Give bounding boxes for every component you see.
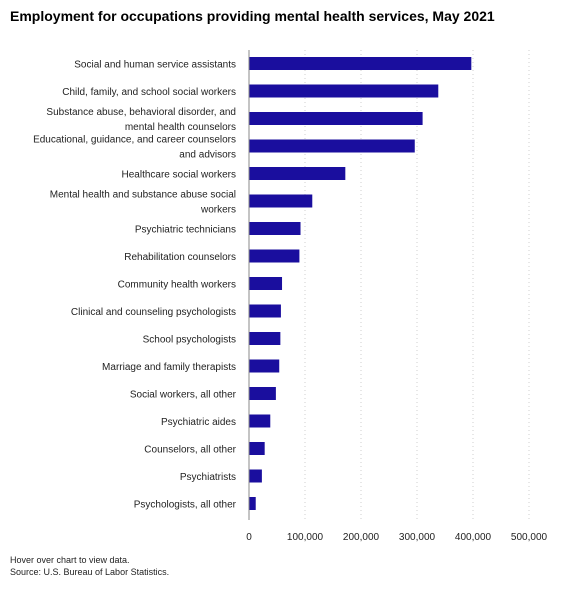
category-label: Social and human service assistants — [74, 60, 236, 71]
x-tick-label: 200,000 — [343, 532, 380, 543]
bar[interactable] — [249, 414, 271, 428]
source-note: Source: U.S. Bureau of Labor Statistics. — [10, 567, 170, 577]
bar[interactable] — [249, 497, 256, 510]
category-label: Psychiatrists — [180, 472, 236, 483]
category-label: Child, family, and school social workers — [62, 87, 236, 98]
hover-note: Hover over chart to view data. — [10, 555, 130, 565]
x-tick-label: 100,000 — [287, 532, 324, 543]
category-label: Community health workers — [118, 280, 236, 291]
x-tick-label: 500,000 — [511, 532, 548, 543]
bar[interactable] — [249, 359, 280, 373]
bars[interactable] — [249, 57, 472, 510]
category-label: Psychiatric technicians — [135, 225, 236, 236]
bar[interactable] — [249, 222, 301, 235]
bar[interactable] — [249, 469, 262, 483]
category-label: Clinical and counseling psychologists — [71, 307, 236, 318]
category-label: Healthcare social workers — [122, 170, 237, 181]
category-label: Mental health and substance abuse social… — [50, 190, 236, 216]
bar[interactable] — [249, 57, 472, 70]
bar[interactable] — [249, 194, 313, 208]
bar[interactable] — [249, 112, 423, 125]
bar[interactable] — [249, 442, 265, 455]
x-axis-ticks: 0 100,000 200,000 300,000 400,000 500,000 — [246, 532, 547, 543]
category-label: School psychologists — [143, 335, 236, 346]
bar[interactable] — [249, 277, 283, 290]
category-label: Psychiatric aides — [161, 417, 236, 428]
bar[interactable] — [249, 249, 300, 263]
x-tick-label: 300,000 — [399, 532, 436, 543]
category-label: Marriage and family therapists — [102, 362, 236, 373]
category-label: Rehabilitation counselors — [124, 252, 236, 263]
category-label: Substance abuse, behavioral disorder, an… — [46, 107, 236, 133]
category-label: Counselors, all other — [144, 445, 236, 456]
category-labels: Social and human service assistants Child… — [33, 60, 237, 511]
bar[interactable] — [249, 139, 415, 153]
bar[interactable] — [249, 167, 346, 180]
x-tick-label: 400,000 — [455, 532, 492, 543]
bar[interactable] — [249, 332, 281, 345]
category-label: Educational, guidance, and career counse… — [33, 135, 236, 161]
bar[interactable] — [249, 387, 276, 400]
x-tick-label: 0 — [246, 532, 252, 543]
bar[interactable] — [249, 304, 281, 318]
bar[interactable] — [249, 84, 439, 98]
category-label: Psychologists, all other — [134, 500, 237, 511]
category-label: Social workers, all other — [130, 390, 237, 401]
chart-title: Employment for occupations providing men… — [10, 8, 495, 24]
